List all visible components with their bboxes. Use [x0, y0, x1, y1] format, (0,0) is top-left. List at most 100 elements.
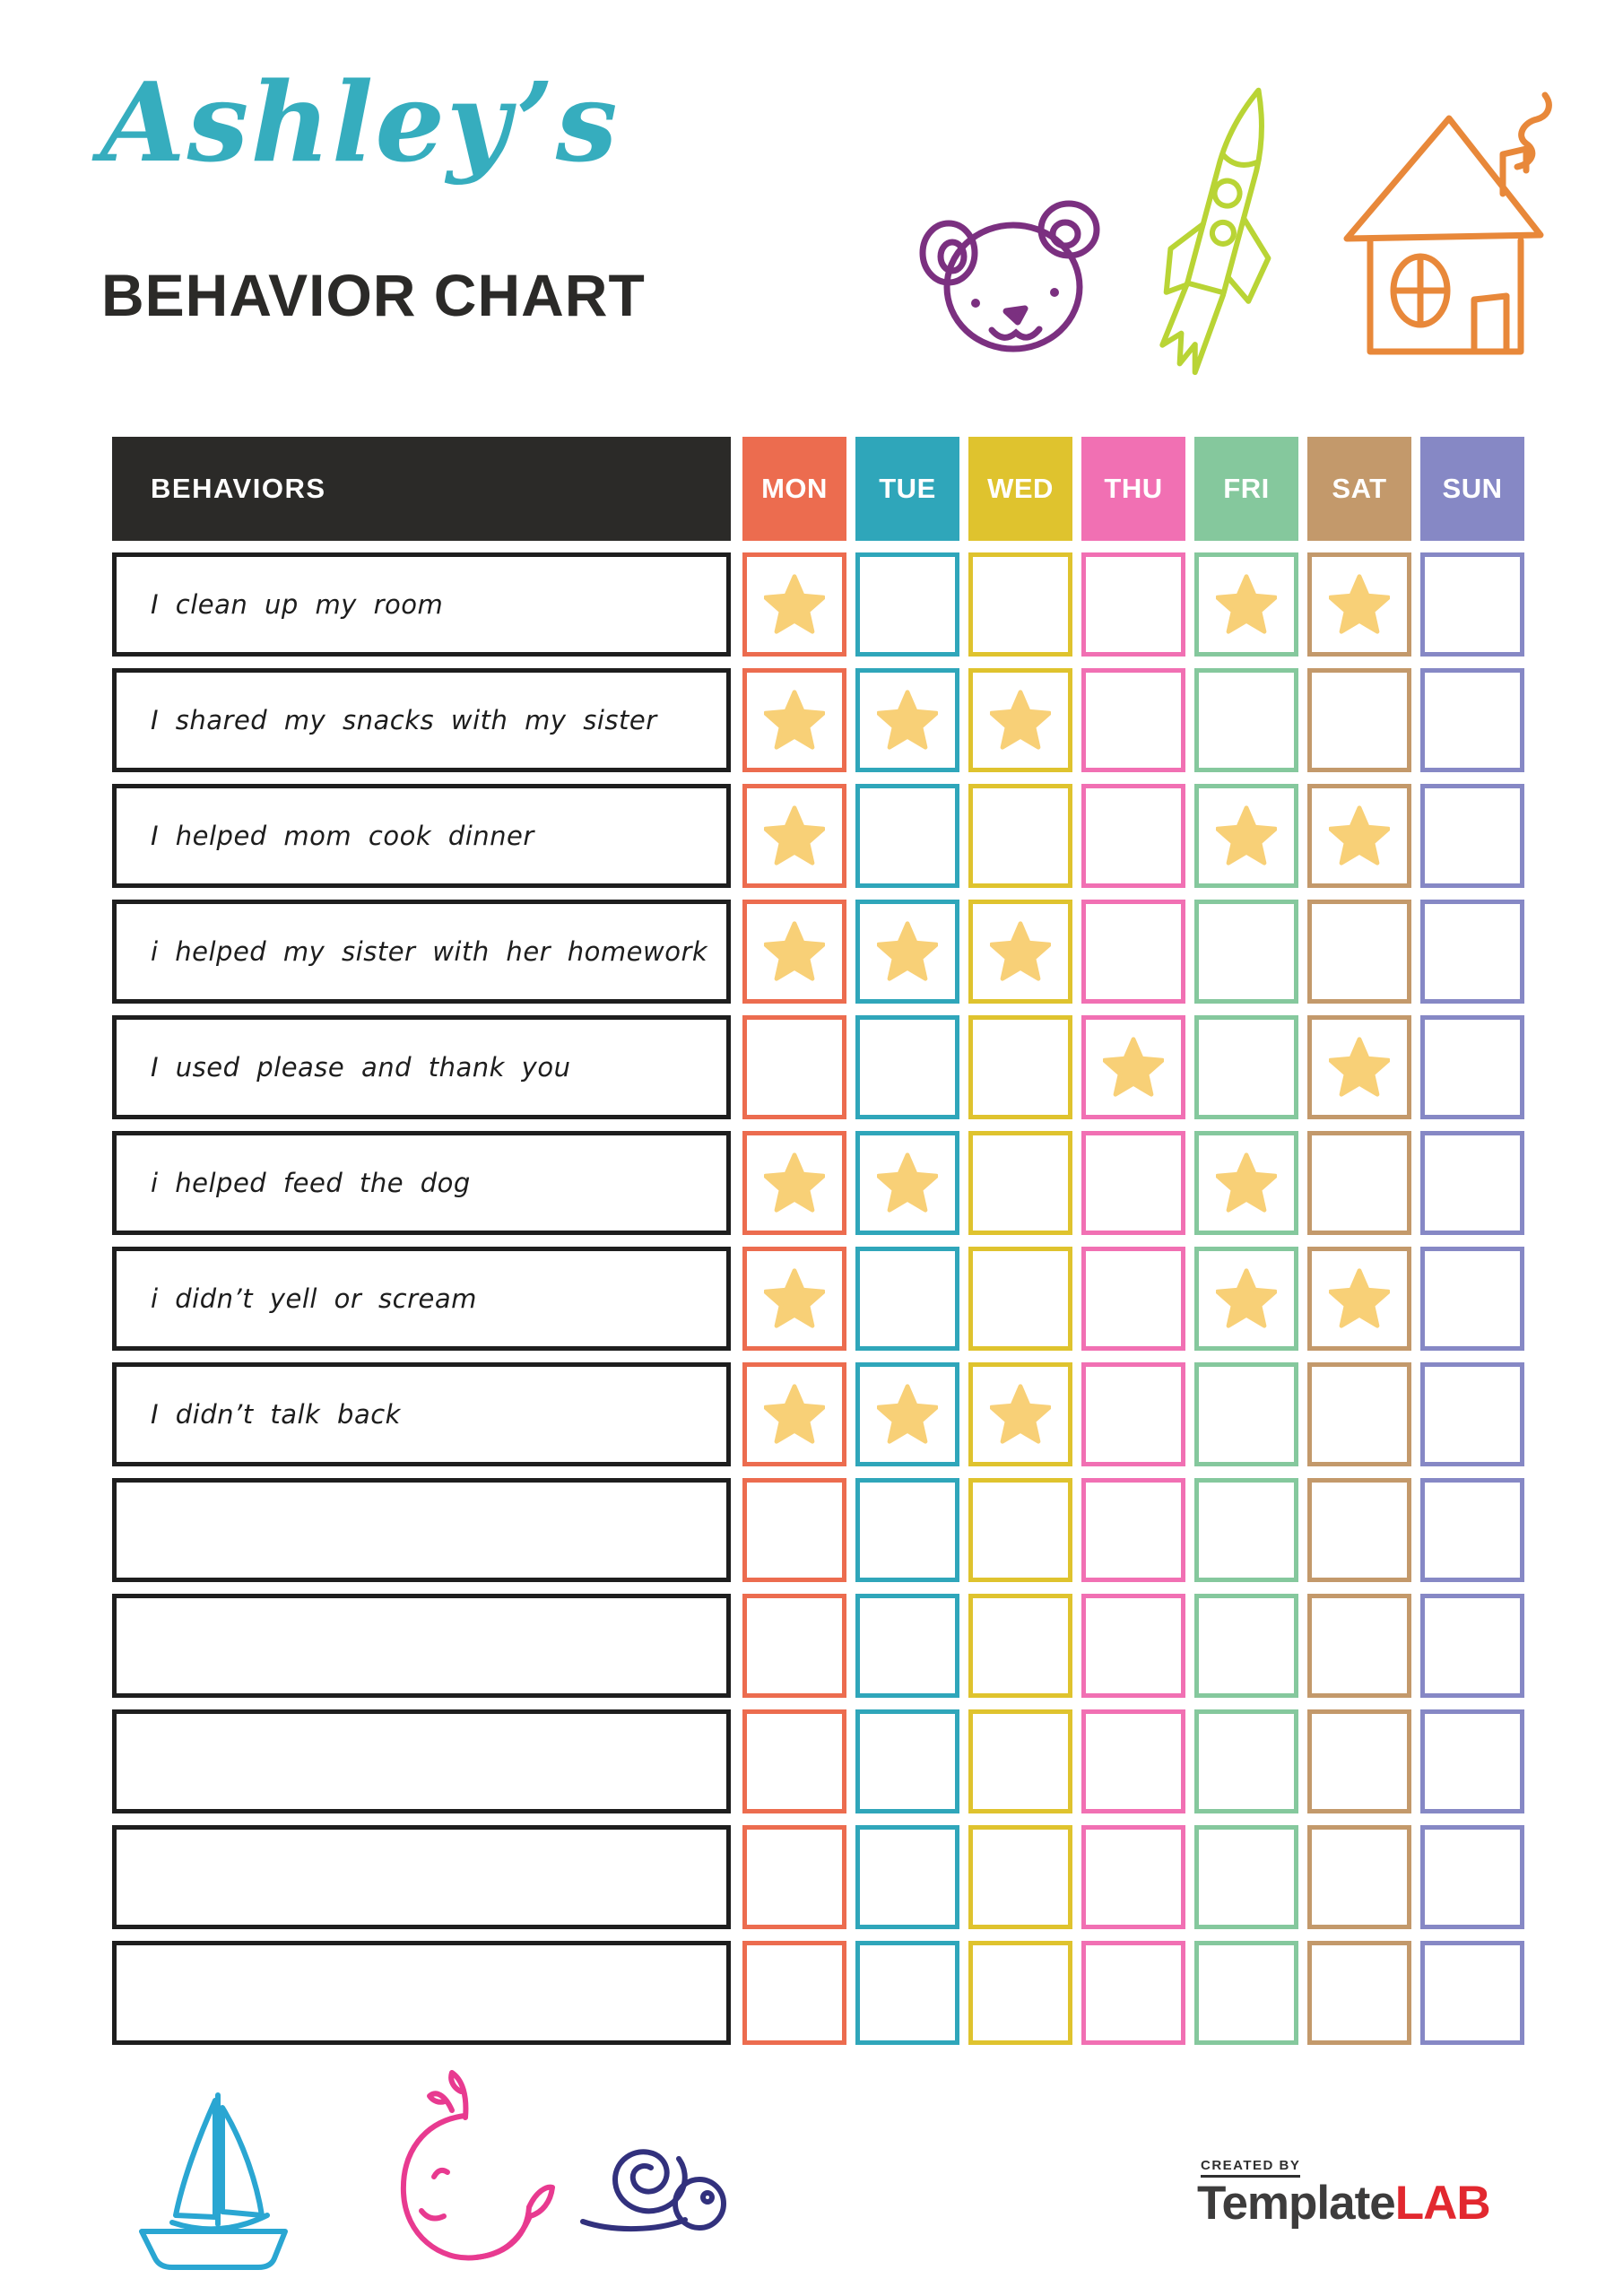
day-cell-sat-row4 [1307, 900, 1411, 1004]
day-cell-mon-row9 [742, 1478, 846, 1582]
created-by-label: CREATED BY [1201, 2158, 1301, 2178]
behavior-label-cell: I shared my snacks with my sister [112, 668, 731, 772]
day-cell-thu-row9 [1081, 1478, 1185, 1582]
day-cell-tue-row2 [855, 668, 959, 772]
day-cell-fri-row12 [1194, 1825, 1298, 1929]
rocket-icon [1159, 87, 1271, 376]
bear-icon [919, 200, 1100, 352]
day-cell-wed-row4 [968, 900, 1072, 1004]
behavior-label-cell: I clean up my room [112, 552, 731, 657]
behavior-label-cell [112, 1825, 731, 1929]
day-cell-wed-row1 [968, 552, 1072, 657]
snail-icon [580, 2149, 726, 2232]
day-cell-tue-row3 [855, 784, 959, 888]
behavior-label-cell: I helped mom cook dinner [112, 784, 731, 888]
behavior-table: BEHAVIORS MON TUE WED THU FRI SAT SUN I clean up… [112, 437, 1524, 2045]
brand-name-dark: Template [1197, 2177, 1396, 2230]
day-cell-tue-row5 [855, 1015, 959, 1119]
day-cell-wed-row11 [968, 1709, 1072, 1813]
day-header-wed: WED [968, 437, 1072, 541]
star-icon [1103, 1037, 1164, 1097]
day-cell-tue-row11 [855, 1709, 959, 1813]
template-lab-logo: CREATED BY TemplateLAB [1197, 2158, 1491, 2230]
day-cell-sat-row2 [1307, 668, 1411, 772]
day-cell-sun-row7 [1420, 1247, 1524, 1351]
day-cell-fri-row6 [1194, 1131, 1298, 1235]
star-icon [877, 921, 938, 981]
day-cell-sun-row13 [1420, 1941, 1524, 2045]
day-header-sun: SUN [1420, 437, 1524, 541]
table-row: I shared my snacks with my sister [112, 668, 1524, 772]
table-row: i helped my sister with her homework [112, 900, 1524, 1004]
day-cell-wed-row2 [968, 668, 1072, 772]
day-cell-fri-row11 [1194, 1709, 1298, 1813]
day-cell-thu-row10 [1081, 1594, 1185, 1698]
behavior-label-cell [112, 1594, 731, 1698]
day-cell-thu-row2 [1081, 668, 1185, 772]
day-cell-fri-row3 [1194, 784, 1298, 888]
star-icon [877, 690, 938, 750]
behaviors-header-cell: BEHAVIORS [112, 437, 731, 541]
table-row: i didn’t yell or scream [112, 1247, 1524, 1351]
day-cell-sat-row6 [1307, 1131, 1411, 1235]
day-cell-fri-row2 [1194, 668, 1298, 772]
day-cell-fri-row9 [1194, 1478, 1298, 1582]
behavior-label-cell: i helped feed the dog [112, 1131, 731, 1235]
day-cell-tue-row8 [855, 1362, 959, 1466]
day-cell-mon-row12 [742, 1825, 846, 1929]
day-header-thu: THU [1081, 437, 1185, 541]
day-cell-fri-row8 [1194, 1362, 1298, 1466]
day-cell-mon-row3 [742, 784, 846, 888]
star-icon [764, 921, 825, 981]
day-cell-sun-row5 [1420, 1015, 1524, 1119]
page-title: BEHAVIOR CHART [101, 262, 646, 328]
brand-name: TemplateLAB [1197, 2177, 1491, 2230]
day-cell-wed-row12 [968, 1825, 1072, 1929]
day-cell-thu-row8 [1081, 1362, 1185, 1466]
behavior-label-cell [112, 1709, 731, 1813]
day-cell-tue-row9 [855, 1478, 959, 1582]
day-cell-sun-row4 [1420, 900, 1524, 1004]
day-cell-tue-row1 [855, 552, 959, 657]
day-cell-tue-row10 [855, 1594, 959, 1698]
star-icon [1216, 574, 1277, 634]
brand-name-red: LAB [1394, 2177, 1491, 2230]
table-row [112, 1478, 1524, 1582]
day-cell-mon-row6 [742, 1131, 846, 1235]
day-cell-sun-row8 [1420, 1362, 1524, 1466]
day-cell-sun-row1 [1420, 552, 1524, 657]
day-cell-thu-row3 [1081, 784, 1185, 888]
day-cell-sun-row6 [1420, 1131, 1524, 1235]
day-cell-thu-row12 [1081, 1825, 1185, 1929]
table-row [112, 1941, 1524, 2045]
table-row: I used please and thank you [112, 1015, 1524, 1119]
whale-icon [400, 2070, 555, 2261]
behavior-label-cell [112, 1478, 731, 1582]
star-icon [990, 690, 1051, 750]
day-cell-sat-row12 [1307, 1825, 1411, 1929]
day-cell-wed-row13 [968, 1941, 1072, 2045]
star-icon [877, 1384, 938, 1444]
day-cell-sun-row10 [1420, 1594, 1524, 1698]
day-cell-sat-row9 [1307, 1478, 1411, 1582]
day-header-mon: MON [742, 437, 846, 541]
day-header-tue: TUE [855, 437, 959, 541]
table-row: I clean up my room [112, 552, 1524, 657]
day-cell-wed-row3 [968, 784, 1072, 888]
table-row: I didn’t talk back [112, 1362, 1524, 1466]
day-cell-mon-row4 [742, 900, 846, 1004]
day-cell-thu-row6 [1081, 1131, 1185, 1235]
star-icon [764, 1384, 825, 1444]
behavior-label-cell: i helped my sister with her homework [112, 900, 731, 1004]
day-cell-tue-row12 [855, 1825, 959, 1929]
day-cell-mon-row7 [742, 1247, 846, 1351]
day-cell-sat-row10 [1307, 1594, 1411, 1698]
day-header-sat: SAT [1307, 437, 1411, 541]
day-cell-sun-row2 [1420, 668, 1524, 772]
table-row [112, 1825, 1524, 1929]
day-cell-mon-row5 [742, 1015, 846, 1119]
day-cell-mon-row11 [742, 1709, 846, 1813]
day-cell-sat-row7 [1307, 1247, 1411, 1351]
star-icon [877, 1152, 938, 1213]
star-icon [764, 1268, 825, 1328]
